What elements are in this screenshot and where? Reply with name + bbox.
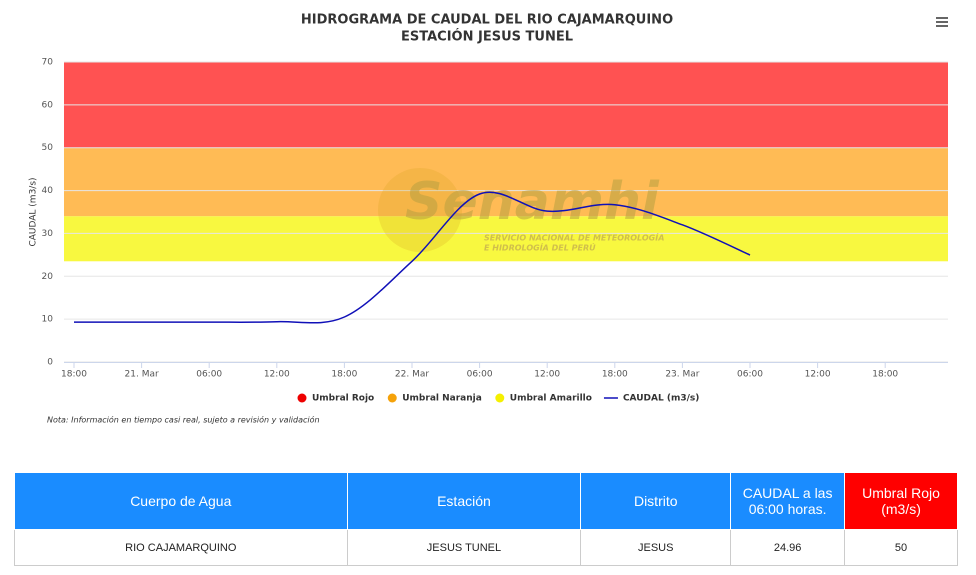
x-tick-label: 22. Mar bbox=[395, 370, 429, 380]
y-tick-label: 70 bbox=[42, 58, 54, 68]
header-cell: Cuerpo de Agua bbox=[14, 472, 348, 530]
watermark-name: Senamhi bbox=[405, 172, 660, 232]
legend-label: CAUDAL (m3/s) bbox=[623, 394, 699, 404]
legend-symbol bbox=[495, 393, 505, 403]
y-tick-label: 50 bbox=[42, 143, 54, 153]
series-line bbox=[74, 191, 751, 324]
menu-bar[interactable] bbox=[936, 25, 948, 27]
legend-label: Umbral Naranja bbox=[402, 394, 482, 404]
header-cell: Umbral Rojo (m3/s) bbox=[844, 472, 958, 530]
x-tick-label: 06:00 bbox=[467, 370, 493, 380]
table-cell: 24.96 bbox=[730, 529, 846, 566]
table-cell: 50 bbox=[844, 529, 958, 566]
legend-symbol bbox=[387, 393, 397, 403]
x-tick-label: 18:00 bbox=[331, 370, 357, 380]
table-body: RIO CAJAMARQUINO JESUS TUNEL JESUS 24.96 50 bbox=[14, 529, 958, 566]
y-axis-label: CAUDAL (m3/s) bbox=[29, 177, 39, 246]
y-tick-label: 10 bbox=[42, 315, 54, 325]
header-cell: CAUDAL a las 06:00 horas. bbox=[730, 472, 846, 530]
data-table: Cuerpo de Agua Estación Distrito CAUDAL a l… bbox=[14, 472, 958, 566]
table-cell: JESUS TUNEL bbox=[346, 529, 582, 566]
x-tick-label: 06:00 bbox=[737, 370, 763, 380]
y-tick-label: 30 bbox=[42, 229, 54, 239]
x-tick-label: 21. Mar bbox=[125, 370, 159, 380]
y-tick-label: 20 bbox=[42, 272, 54, 282]
x-tick-label: 18:00 bbox=[602, 370, 628, 380]
note: Nota: Información en tiempo casi real, s… bbox=[47, 415, 320, 425]
y-tick-label: 40 bbox=[42, 186, 54, 196]
header-cell: Estación bbox=[346, 472, 582, 530]
chart-subtitle: ESTACIÓN JESUS TUNEL bbox=[401, 29, 573, 45]
table-cell: RIO CAJAMARQUINO bbox=[14, 529, 348, 566]
watermark-sun bbox=[378, 168, 462, 252]
y-tick-label: 0 bbox=[47, 358, 53, 368]
x-tick-label: 18:00 bbox=[872, 370, 898, 380]
x-tick-label: 12:00 bbox=[264, 370, 290, 380]
header-row: Cuerpo de Agua Estación Distrito CAUDAL a l… bbox=[14, 472, 958, 530]
chart: HIDROGRAMA DE CAUDAL DEL RIO CAJAMARQUIN… bbox=[29, 13, 948, 425]
watermark-line2: E HIDROLOGÍA DEL PERÚ bbox=[484, 242, 596, 253]
legend-symbol bbox=[297, 393, 307, 403]
watermark-line1: SERVICIO NACIONAL DE METEOROLOGÍA bbox=[484, 232, 664, 243]
y-tick-label: 60 bbox=[42, 100, 54, 110]
legend-label: Umbral Amarillo bbox=[510, 394, 592, 404]
menu-bar[interactable] bbox=[936, 21, 948, 23]
menu-bar[interactable] bbox=[936, 17, 948, 19]
menu-icon[interactable] bbox=[936, 17, 948, 27]
table-row: RIO CAJAMARQUINO JESUS TUNEL JESUS 24.96 50 bbox=[14, 529, 958, 566]
x-tick-label: 06:00 bbox=[196, 370, 222, 380]
x-tick-label: 23. Mar bbox=[665, 370, 699, 380]
threshold-band bbox=[64, 216, 948, 262]
x-tick-label: 12:00 bbox=[805, 370, 831, 380]
legend-label: Umbral Rojo bbox=[312, 394, 374, 404]
header-cell: Distrito bbox=[580, 472, 732, 530]
chart-title: HIDROGRAMA DE CAUDAL DEL RIO CAJAMARQUIN… bbox=[301, 13, 673, 28]
threshold-band bbox=[64, 147, 948, 217]
x-tick-label: 18:00 bbox=[61, 370, 87, 380]
x-tick-label: 12:00 bbox=[534, 370, 560, 380]
table-cell: JESUS bbox=[580, 529, 732, 566]
